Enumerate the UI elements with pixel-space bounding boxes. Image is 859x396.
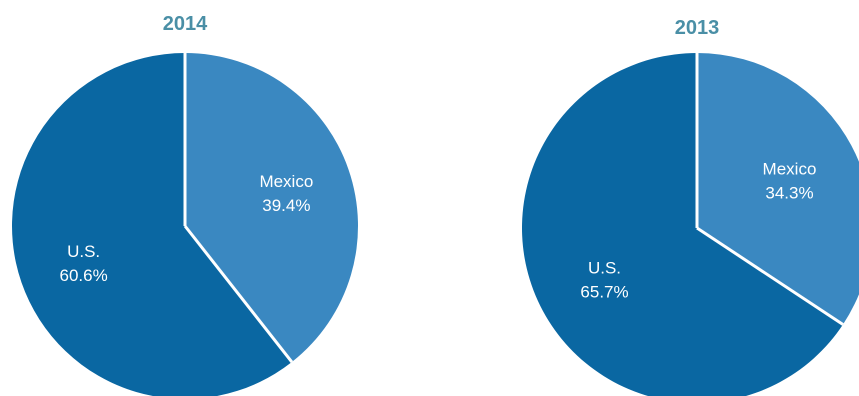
slice-label-value: 39.4%	[262, 196, 310, 215]
slice-label-value: 34.3%	[765, 183, 813, 202]
pie-slice-us	[522, 53, 843, 396]
pie-chart-2014: 2014 Mexico 39.4% U.S. 60.6%	[12, 13, 359, 396]
slice-label-name: U.S.	[588, 259, 621, 278]
slice-label-name: Mexico	[763, 159, 817, 178]
slice-separator	[696, 226, 844, 326]
chart-title-2014: 2014	[163, 13, 208, 35]
slice-label-name: Mexico	[259, 172, 313, 191]
slice-label-value: 60.6%	[60, 266, 108, 285]
slice-separator	[183, 225, 294, 363]
pie-chart-2013: 2013 Mexico 34.3% U.S. 65.7%	[522, 17, 859, 396]
slice-label-value: 65.7%	[580, 283, 628, 302]
pie-slice-us	[12, 53, 292, 396]
pie-slice-mexico	[185, 53, 359, 363]
slice-label-name: U.S.	[67, 242, 100, 261]
pie-slice-mexico	[697, 53, 859, 325]
chart-title-2013: 2013	[675, 17, 720, 39]
